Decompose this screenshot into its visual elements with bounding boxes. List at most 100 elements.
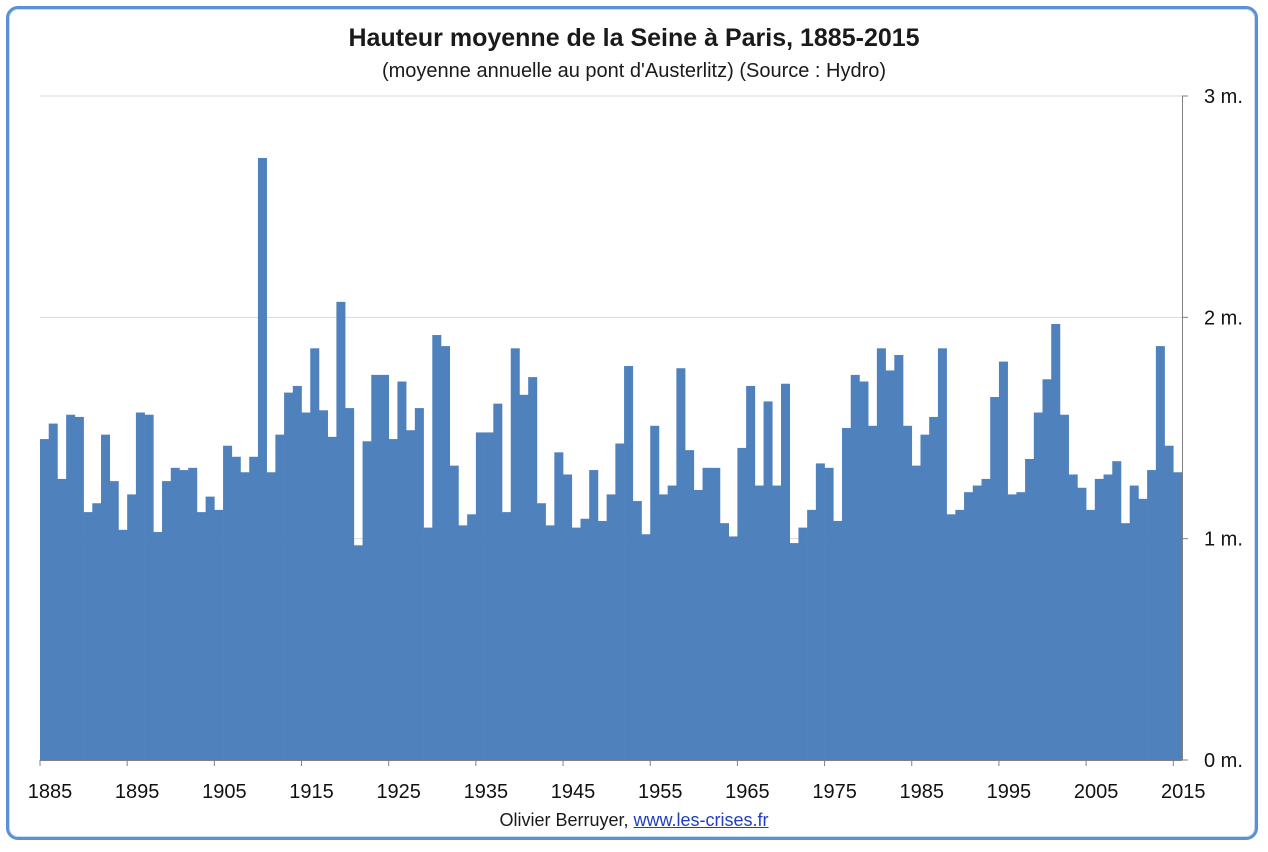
x-tick-label: 1985 xyxy=(900,781,945,803)
bar-1905 xyxy=(214,509,224,760)
bar-1930 xyxy=(432,335,442,760)
bar-1885 xyxy=(40,439,50,760)
bar-1989 xyxy=(946,514,956,760)
bar-1915 xyxy=(301,412,311,760)
bar-1984 xyxy=(903,425,913,760)
bar-1912 xyxy=(275,434,285,760)
bar-2013 xyxy=(1155,346,1165,760)
bar-1901 xyxy=(179,470,189,760)
bar-1893 xyxy=(109,481,119,760)
bar-1943 xyxy=(545,525,555,760)
bar-1897 xyxy=(144,414,154,760)
bar-2007 xyxy=(1103,474,1113,760)
bar-1950 xyxy=(606,494,616,760)
x-tick-label: 1895 xyxy=(115,781,160,803)
bar-1899 xyxy=(162,481,172,760)
bar-1978 xyxy=(850,374,860,760)
bar-1981 xyxy=(876,348,886,760)
bars xyxy=(40,157,1183,760)
bar-1919 xyxy=(336,301,346,760)
bar-1928 xyxy=(414,408,424,760)
bar-1922 xyxy=(362,441,372,760)
bar-1959 xyxy=(685,450,695,760)
bar-1947 xyxy=(580,518,590,760)
bar-1937 xyxy=(493,403,503,760)
bar-2006 xyxy=(1094,478,1104,760)
bar-1952 xyxy=(624,366,634,760)
bar-1988 xyxy=(937,348,947,760)
bar-1961 xyxy=(702,467,712,760)
bar-1971 xyxy=(789,543,799,760)
bar-2011 xyxy=(1138,498,1148,760)
bar-1916 xyxy=(310,348,320,760)
bar-2003 xyxy=(1068,474,1078,760)
source-link[interactable]: www.les-crises.fr xyxy=(633,810,769,830)
bar-1898 xyxy=(153,532,163,760)
bar-1917 xyxy=(318,410,328,760)
gridlines xyxy=(40,95,1182,540)
bar-1940 xyxy=(519,394,529,760)
bar-1979 xyxy=(859,381,869,760)
bar-1974 xyxy=(815,463,825,760)
bar-1938 xyxy=(502,512,512,760)
bar-1936 xyxy=(484,432,494,760)
y-tick-label: 2 m. xyxy=(1204,307,1243,329)
x-tick-label: 1905 xyxy=(202,781,247,803)
bar-2001 xyxy=(1051,323,1061,760)
bar-1941 xyxy=(528,377,538,760)
bar-1970 xyxy=(780,383,791,760)
bar-2002 xyxy=(1059,414,1069,760)
bar-1972 xyxy=(798,527,808,760)
bar-1892 xyxy=(101,434,111,760)
bar-1900 xyxy=(170,467,180,760)
bar-1927 xyxy=(406,430,416,760)
bar-1990 xyxy=(955,509,965,760)
bar-1932 xyxy=(449,465,459,760)
bar-1949 xyxy=(597,520,607,760)
bar-1889 xyxy=(74,416,84,760)
bar-1965 xyxy=(737,447,747,760)
bar-1991 xyxy=(964,492,974,760)
bar-1939 xyxy=(510,348,520,760)
bar-1887 xyxy=(57,478,67,760)
bar-1914 xyxy=(292,385,302,760)
bar-1957 xyxy=(667,485,677,760)
bar-2008 xyxy=(1112,461,1122,760)
bar-1929 xyxy=(423,527,433,760)
bar-1906 xyxy=(223,445,233,760)
bar-1963 xyxy=(719,523,729,760)
bar-1909 xyxy=(249,456,259,760)
bar-1998 xyxy=(1025,458,1035,760)
bar-1946 xyxy=(571,527,581,760)
chart-title: Hauteur moyenne de la Seine à Paris, 188… xyxy=(348,24,920,52)
x-axis-ticks: 1885 1895 1905 1915 1925 1935 1945 1955 1965 1975… xyxy=(28,760,1206,803)
bar-2015 xyxy=(1173,472,1183,760)
bar-1976 xyxy=(833,520,843,760)
x-tick-label: 1945 xyxy=(551,781,596,803)
bar-1894 xyxy=(118,529,128,760)
y-tick-label: 0 m. xyxy=(1204,750,1243,772)
bar-1997 xyxy=(1016,492,1026,760)
x-tick-label: 1925 xyxy=(376,781,421,803)
bar-1982 xyxy=(885,370,895,760)
bar-2000 xyxy=(1042,379,1052,760)
bar-1955 xyxy=(650,425,660,760)
x-tick-label: 1975 xyxy=(812,781,857,803)
x-tick-label: 1955 xyxy=(638,781,683,803)
bar-1968 xyxy=(763,401,773,760)
bar-1942 xyxy=(536,503,546,760)
credit-line: Olivier Berruyer, www.les-crises.fr xyxy=(0,810,1268,831)
bar-1986 xyxy=(920,434,930,760)
bar-1966 xyxy=(746,385,756,760)
bar-1948 xyxy=(589,470,599,760)
bar-2005 xyxy=(1086,509,1096,760)
bar-1992 xyxy=(972,485,982,760)
y-tick-label: 1 m. xyxy=(1204,529,1243,551)
bar-1934 xyxy=(467,514,477,760)
bar-1920 xyxy=(345,408,355,760)
bar-1964 xyxy=(728,536,738,760)
bar-1996 xyxy=(1007,494,1017,760)
bar-1926 xyxy=(397,381,407,760)
bar-1954 xyxy=(641,534,651,760)
